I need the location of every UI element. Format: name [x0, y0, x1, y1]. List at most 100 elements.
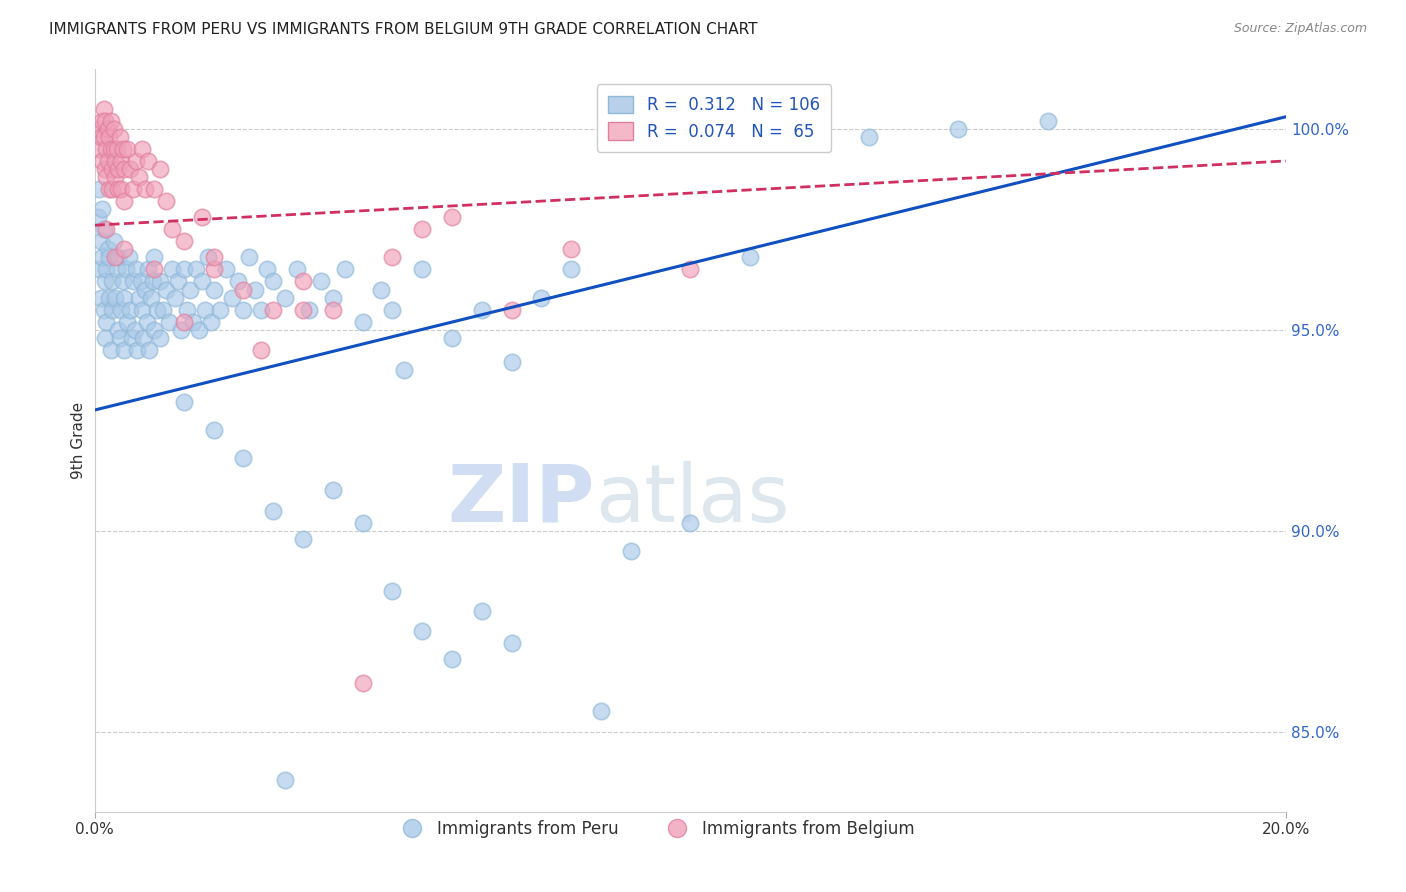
Point: [143, 262, 166, 277]
Point: [98, 251, 121, 265]
Point: [143, 182, 166, 196]
Point: [104, 169, 127, 184]
Point: [105, 142, 128, 156]
Point: [96, 142, 118, 156]
Point: [411, 624, 433, 638]
Point: [104, 153, 127, 168]
Point: [110, 182, 132, 196]
Point: [98, 129, 121, 144]
Point: [202, 262, 225, 277]
Point: [381, 302, 404, 317]
Point: [93, 161, 115, 176]
Point: [94, 331, 117, 345]
Point: [121, 331, 143, 345]
Point: [560, 262, 582, 277]
Point: [143, 251, 166, 265]
Point: [138, 343, 160, 357]
Point: [132, 331, 155, 345]
Point: [127, 343, 149, 357]
Point: [191, 210, 214, 224]
Point: [134, 182, 156, 196]
Point: [245, 283, 267, 297]
Point: [110, 302, 132, 317]
Point: [202, 283, 225, 297]
Point: [232, 283, 254, 297]
Point: [107, 251, 129, 265]
Point: [104, 291, 127, 305]
Point: [394, 363, 416, 377]
Point: [117, 315, 139, 329]
Point: [738, 251, 761, 265]
Point: [214, 262, 236, 277]
Point: [194, 302, 217, 317]
Point: [202, 423, 225, 437]
Point: [146, 302, 169, 317]
Point: [124, 323, 146, 337]
Point: [103, 235, 125, 249]
Point: [250, 302, 273, 317]
Point: [93, 129, 115, 144]
Point: [250, 343, 273, 357]
Point: [98, 182, 121, 196]
Point: [184, 262, 207, 277]
Point: [101, 182, 124, 196]
Point: [128, 169, 150, 184]
Point: [197, 251, 219, 265]
Text: ZIP: ZIP: [447, 460, 595, 539]
Point: [101, 302, 124, 317]
Point: [322, 483, 344, 498]
Point: [471, 604, 494, 618]
Point: [86, 210, 108, 224]
Point: [679, 516, 702, 530]
Point: [309, 275, 332, 289]
Point: [87, 182, 110, 196]
Point: [96, 169, 118, 184]
Point: [125, 153, 148, 168]
Point: [94, 113, 117, 128]
Point: [98, 291, 121, 305]
Point: [262, 302, 284, 317]
Point: [292, 532, 315, 546]
Point: [232, 302, 254, 317]
Point: [560, 243, 582, 257]
Point: [440, 210, 463, 224]
Point: [103, 142, 125, 156]
Point: [256, 262, 278, 277]
Point: [90, 129, 112, 144]
Point: [122, 275, 145, 289]
Point: [105, 262, 128, 277]
Point: [142, 275, 165, 289]
Point: [173, 315, 195, 329]
Point: [117, 142, 139, 156]
Point: [352, 315, 374, 329]
Point: [173, 395, 195, 409]
Point: [91, 202, 114, 216]
Point: [530, 291, 553, 305]
Point: [292, 302, 315, 317]
Point: [112, 194, 135, 208]
Point: [679, 262, 702, 277]
Point: [589, 705, 612, 719]
Point: [93, 302, 115, 317]
Point: [170, 323, 193, 337]
Point: [112, 161, 135, 176]
Point: [112, 291, 135, 305]
Point: [232, 451, 254, 466]
Text: IMMIGRANTS FROM PERU VS IMMIGRANTS FROM BELGIUM 9TH GRADE CORRELATION CHART: IMMIGRANTS FROM PERU VS IMMIGRANTS FROM …: [49, 22, 758, 37]
Point: [100, 142, 122, 156]
Point: [173, 262, 195, 277]
Point: [322, 291, 344, 305]
Point: [292, 275, 315, 289]
Point: [107, 323, 129, 337]
Point: [131, 302, 153, 317]
Point: [187, 323, 209, 337]
Point: [91, 153, 114, 168]
Point: [101, 161, 124, 176]
Point: [96, 262, 118, 277]
Point: [173, 235, 195, 249]
Point: [181, 315, 204, 329]
Point: [411, 222, 433, 236]
Point: [208, 302, 231, 317]
Point: [90, 113, 112, 128]
Point: [90, 291, 112, 305]
